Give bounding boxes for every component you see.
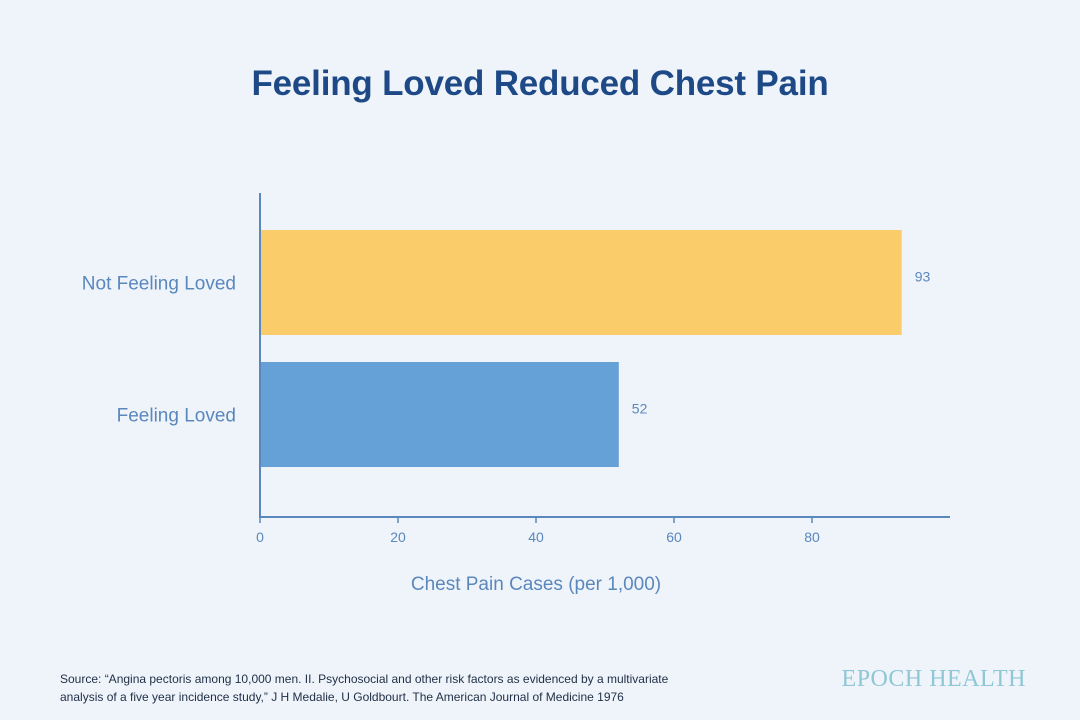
x-tick-label: 0 bbox=[256, 529, 264, 545]
source-citation: Source: “Angina pectoris among 10,000 me… bbox=[60, 670, 760, 706]
x-tick-label: 80 bbox=[804, 529, 820, 545]
bar-feeling-loved bbox=[260, 362, 619, 467]
x-tick-label: 20 bbox=[390, 529, 406, 545]
category-label: Not Feeling Loved bbox=[82, 274, 236, 295]
source-line-1: Source: “Angina pectoris among 10,000 me… bbox=[60, 672, 669, 686]
x-tick-label: 60 bbox=[666, 529, 682, 545]
brand-logo: EPOCH HEALTH bbox=[841, 666, 1026, 692]
bar-not-feeling-loved bbox=[260, 230, 902, 335]
x-axis-title: Chest Pain Cases (per 1,000) bbox=[411, 574, 661, 595]
data-label: 93 bbox=[915, 269, 931, 285]
category-label: Feeling Loved bbox=[117, 406, 236, 427]
chart-title: Feeling Loved Reduced Chest Pain bbox=[251, 64, 829, 103]
source-line-2: analysis of a five year incidence study,… bbox=[60, 690, 624, 704]
x-tick-label: 40 bbox=[528, 529, 544, 545]
data-label: 52 bbox=[632, 401, 648, 417]
